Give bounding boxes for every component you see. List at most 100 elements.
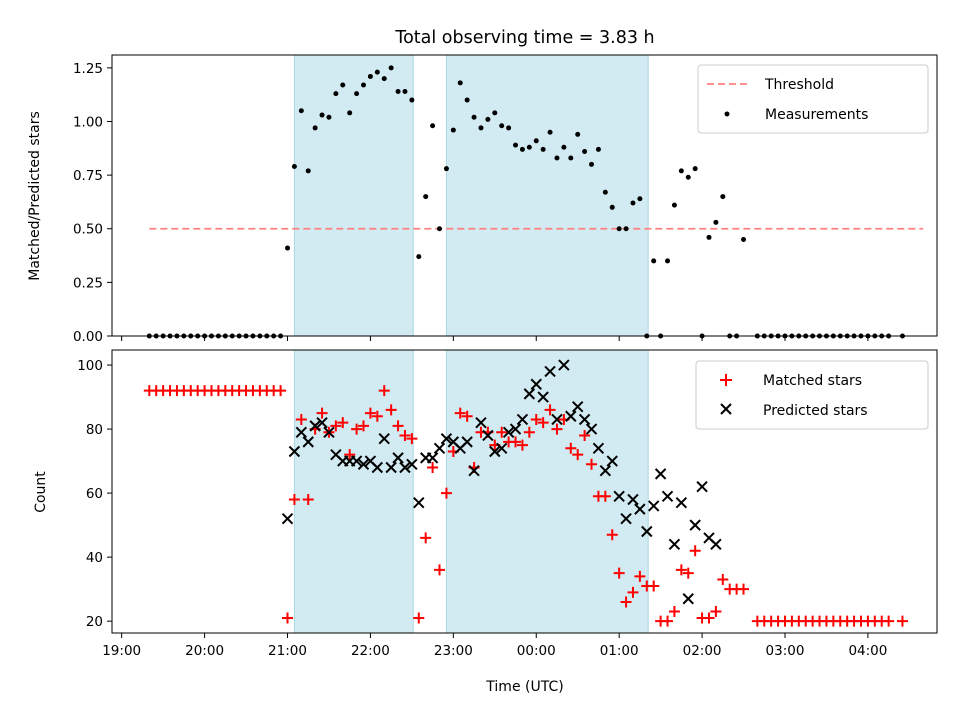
measurement-point — [575, 131, 581, 137]
matched-point — [344, 449, 356, 461]
predicted-points — [281, 359, 722, 605]
predicted-point — [558, 359, 570, 371]
legend-box-top — [697, 64, 929, 134]
matched-point — [620, 596, 632, 608]
matched-point — [295, 413, 307, 425]
matched-point — [896, 615, 908, 627]
predicted-point — [288, 445, 301, 458]
matched-point — [634, 570, 646, 582]
measurement-point — [651, 258, 657, 264]
measurement-point — [395, 88, 401, 94]
highlight-span-1 — [293, 349, 414, 634]
matched-point — [516, 439, 528, 451]
predicted-point — [323, 426, 335, 438]
predicted-point — [592, 442, 605, 454]
measurement-point — [367, 73, 373, 79]
matched-point — [427, 461, 439, 473]
matched-point — [551, 423, 563, 435]
matched-point — [440, 487, 452, 499]
predicted-point — [689, 519, 701, 531]
predicted-point — [516, 413, 529, 426]
measurement-point — [630, 200, 636, 206]
y-tick-label: 20 — [86, 614, 103, 630]
matched-point — [275, 385, 287, 397]
predicted-point — [571, 400, 584, 413]
measurement-point — [595, 146, 601, 152]
measurement-point — [340, 82, 346, 88]
matched-point — [406, 433, 418, 445]
x-axis-ticks-bottom: 19:00 20:00 21:00 22:00 23:00 00:00 01:00 02:00… — [102, 633, 887, 659]
y-axis-label-bottom: Count — [33, 471, 49, 513]
matched-point — [682, 567, 694, 579]
matched-point — [599, 490, 611, 502]
measurement-point — [506, 125, 512, 131]
legend-matched-label: Matched stars — [763, 373, 862, 389]
matched-point — [710, 606, 722, 618]
matched-point — [358, 420, 370, 432]
measurement-point — [437, 226, 443, 232]
measurement-point — [347, 110, 353, 116]
x-tick-label: 00:00 — [517, 643, 556, 659]
matched-point — [399, 429, 411, 441]
matched-point — [572, 449, 584, 461]
matched-point — [420, 532, 432, 544]
matched-point — [337, 417, 349, 429]
predicted-point — [357, 458, 370, 470]
predicted-point — [350, 455, 363, 467]
measurement-point — [526, 144, 532, 150]
y-tick-label: 0.00 — [73, 329, 103, 345]
matched-point — [523, 426, 535, 438]
y-axis-ticks-bottom: 20 40 60 80 100 — [77, 358, 112, 630]
matched-point — [537, 417, 549, 429]
matched-point — [316, 407, 328, 419]
measurement-point — [450, 127, 456, 133]
measurement-point — [706, 234, 712, 240]
matched-point — [613, 567, 625, 579]
matched-point — [351, 423, 363, 435]
matched-point — [392, 420, 404, 432]
matched-point — [606, 529, 618, 541]
matched-point — [544, 404, 556, 416]
x-tick-label: 02:00 — [683, 643, 722, 659]
predicted-point — [371, 461, 384, 474]
measurement-point — [388, 65, 394, 71]
matched-point — [565, 442, 577, 454]
predicted-point — [378, 432, 390, 445]
predicted-point — [537, 391, 549, 403]
matched-point — [282, 612, 294, 624]
predicted-point — [399, 461, 411, 474]
measurement-point — [478, 125, 484, 131]
measurement-point — [589, 161, 595, 167]
measurement-point — [285, 245, 291, 251]
measurement-point — [637, 196, 643, 202]
predicted-point — [316, 416, 328, 429]
predicted-point — [385, 461, 397, 474]
x-tick-label: 21:00 — [268, 643, 307, 659]
y-axis-ticks-top: 0.00 0.25 0.50 0.75 1.00 1.25 — [73, 61, 112, 345]
highlight-span-1 — [293, 54, 414, 337]
measurement-point — [582, 149, 588, 155]
measurement-point — [471, 114, 477, 120]
predicted-point — [461, 436, 473, 448]
matched-point — [496, 426, 508, 438]
measurement-point — [533, 138, 539, 144]
predicted-point — [675, 496, 688, 509]
predicted-point — [523, 388, 536, 400]
measurement-point — [416, 254, 422, 260]
highlight-spans — [293, 54, 649, 337]
legend-top: Threshold Measurements — [697, 64, 929, 134]
matched-point — [648, 580, 660, 592]
predicted-point — [302, 436, 314, 448]
predicted-point — [502, 426, 515, 438]
measurement-point — [616, 226, 622, 232]
predicted-point — [565, 410, 577, 422]
predicted-point — [606, 455, 618, 467]
matched-point — [288, 494, 300, 506]
predicted-point — [426, 452, 439, 464]
measurement-point — [319, 112, 325, 118]
measurement-point — [513, 142, 519, 148]
x-tick-label: 20:00 — [185, 643, 224, 659]
measurement-point — [361, 82, 367, 88]
predicted-point — [668, 538, 681, 551]
x-axis-label: Time (UTC) — [485, 679, 563, 695]
